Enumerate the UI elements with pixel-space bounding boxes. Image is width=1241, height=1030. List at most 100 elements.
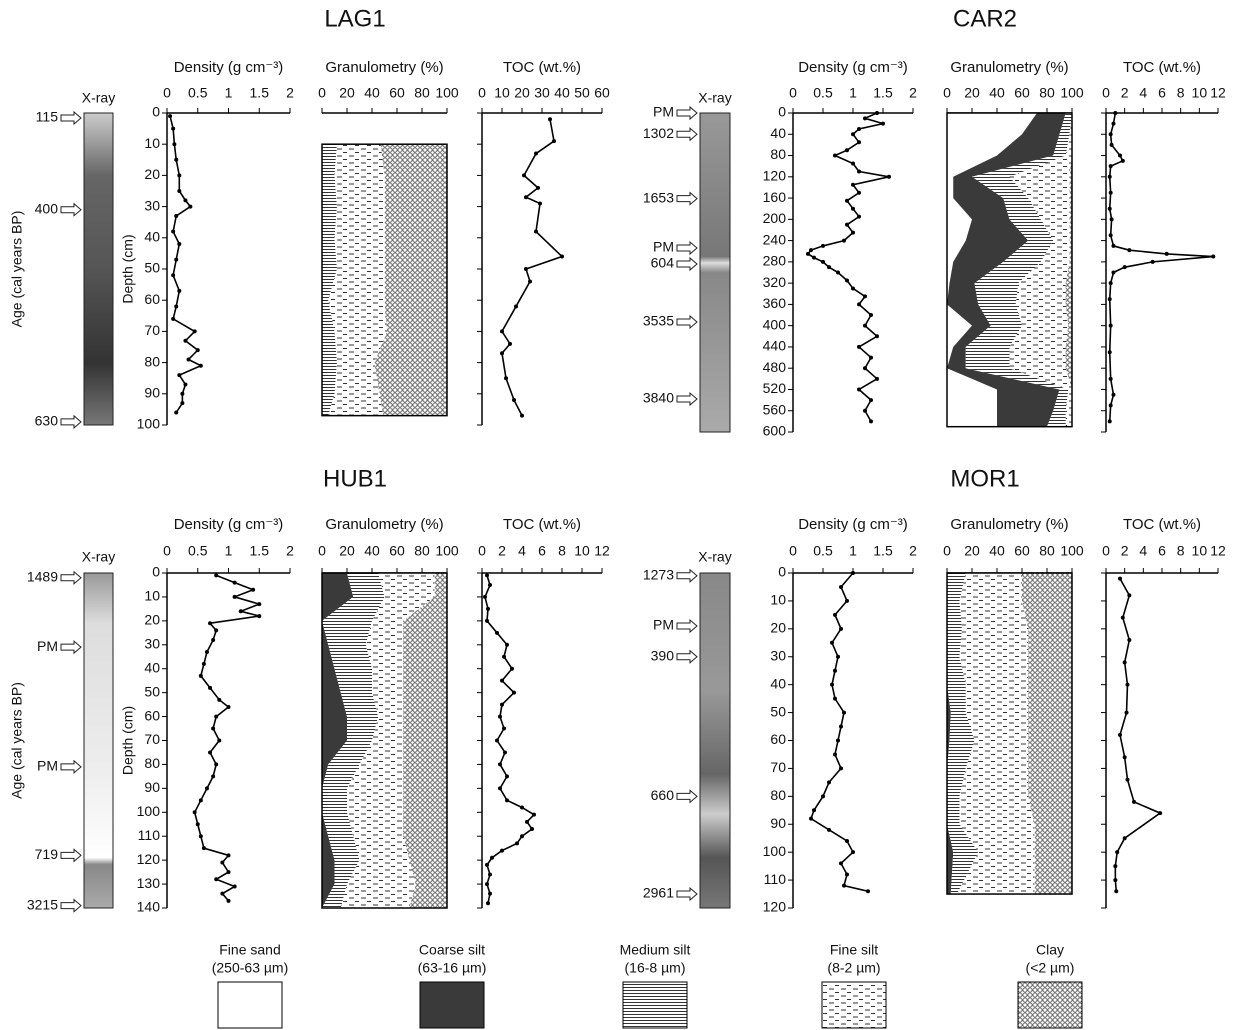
depth-tick-label: 80 — [144, 353, 160, 369]
age-label: PM — [653, 239, 674, 255]
toc-title: TOC (wt.%) — [1123, 59, 1201, 76]
granulometry-tick-label: 40 — [989, 543, 1005, 559]
depth-tick-label: 40 — [770, 675, 786, 691]
density-tick-label: 1.5 — [873, 85, 893, 101]
age-label: 719 — [35, 846, 59, 862]
depth-tick-label: 120 — [763, 168, 787, 184]
granulometry-title: Granulometry (%) — [950, 516, 1068, 533]
density-point — [257, 602, 261, 606]
density-point — [214, 628, 218, 632]
density-point — [827, 265, 831, 269]
age-label: 3840 — [643, 390, 674, 406]
depth-tick-label: 320 — [763, 274, 787, 290]
density-point — [863, 409, 867, 413]
xray-label: X-ray — [82, 90, 115, 106]
age-label: 390 — [651, 647, 675, 663]
depth-tick-label: 280 — [763, 253, 787, 269]
toc-point — [1165, 252, 1169, 256]
density-point — [812, 256, 816, 260]
toc-point — [505, 798, 509, 802]
toc-point — [1108, 297, 1112, 301]
depth-tick-label: 110 — [764, 871, 787, 887]
toc-point — [485, 882, 489, 886]
toc-point — [495, 631, 499, 635]
density-point — [845, 223, 849, 227]
density-title: Density (g cm⁻³) — [798, 516, 908, 533]
density-point — [857, 215, 861, 219]
density-point — [863, 324, 867, 328]
density-point — [821, 794, 825, 798]
density-point — [220, 861, 224, 865]
density-point — [177, 289, 181, 293]
density-point — [174, 258, 178, 262]
toc-point — [485, 619, 489, 623]
density-point — [845, 278, 849, 282]
density-point — [833, 154, 837, 158]
legend-swatch — [420, 982, 484, 1028]
density-point — [177, 242, 181, 246]
toc-tick-label: 20 — [514, 85, 530, 101]
toc-point — [485, 863, 489, 867]
depth-tick-label: 100 — [137, 416, 161, 432]
core-title: MOR1 — [950, 465, 1019, 492]
core-title: LAG1 — [324, 5, 385, 32]
density-point — [881, 122, 885, 126]
depth-tick-label: 120 — [763, 899, 787, 915]
granulometry-tick-label: 100 — [1060, 85, 1084, 101]
toc-point — [1123, 836, 1127, 840]
density-point — [875, 377, 879, 381]
depth-tick-label: 20 — [144, 166, 160, 182]
density-tick-label: 2 — [286, 543, 294, 559]
toc-point — [498, 786, 502, 790]
toc-point — [485, 573, 489, 577]
age-axis-label: Age (cal years BP) — [9, 682, 25, 799]
toc-point — [1127, 638, 1131, 642]
density-title: Density (g cm⁻³) — [174, 59, 284, 76]
toc-point — [524, 267, 528, 271]
density-point — [227, 870, 231, 874]
granulometry-tick-label: 0 — [943, 543, 951, 559]
depth-tick-label: 80 — [144, 755, 160, 771]
toc-tick-label: 4 — [1139, 85, 1147, 101]
density-point — [812, 808, 816, 812]
density-point — [887, 175, 891, 179]
density-point — [869, 356, 873, 360]
age-arrow — [677, 107, 697, 119]
age-arrow — [61, 416, 81, 428]
age-arrow — [677, 570, 697, 582]
age-label: 604 — [651, 255, 675, 271]
xray-label: X-ray — [698, 549, 731, 565]
toc-point — [483, 595, 487, 599]
density-point — [171, 230, 175, 234]
age-label: 1273 — [643, 566, 674, 582]
density-point — [233, 884, 237, 888]
density-point — [208, 750, 212, 754]
depth-tick-label: 20 — [770, 620, 786, 636]
xray-image — [84, 113, 113, 425]
toc-point — [500, 849, 504, 853]
density-point — [833, 613, 837, 617]
density-point — [183, 382, 187, 386]
granulometry-tick-label: 20 — [339, 543, 355, 559]
toc-point — [486, 901, 490, 905]
legend-swatch — [623, 982, 687, 1028]
density-point — [833, 669, 837, 673]
toc-point — [486, 607, 490, 611]
legend-size: (250-63 µm) — [212, 960, 289, 976]
toc-tick-label: 50 — [574, 85, 590, 101]
age-label: PM — [37, 758, 58, 774]
toc-point — [524, 195, 528, 199]
age-arrow — [677, 393, 697, 405]
toc-tick-label: 0 — [1102, 543, 1110, 559]
granulometry-tick-label: 20 — [964, 85, 980, 101]
page: LAG1X-ray115400630Age (cal years BP)0102… — [0, 0, 1241, 1030]
toc-point — [500, 703, 504, 707]
density-point — [202, 846, 206, 850]
granulometry-tick-label: 60 — [389, 85, 405, 101]
toc-point — [1118, 577, 1122, 581]
toc-point — [1111, 271, 1115, 275]
legend-swatch — [1018, 982, 1082, 1028]
toc-point — [1109, 164, 1113, 168]
toc-point — [520, 414, 524, 418]
toc-point — [510, 667, 514, 671]
